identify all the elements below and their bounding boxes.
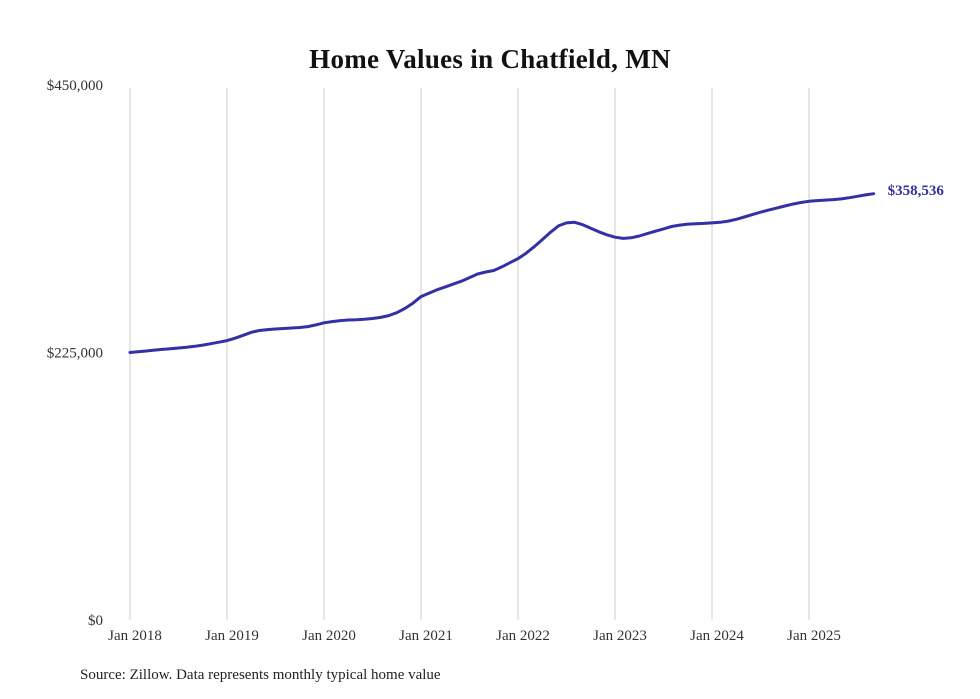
chart-title: Home Values in Chatfield, MN	[309, 44, 671, 75]
x-axis-tick-label: Jan 2024	[690, 628, 744, 644]
home-value-series-line	[128, 192, 876, 354]
x-axis-tick-label: Jan 2018	[108, 628, 162, 644]
x-axis-tick-label: Jan 2023	[593, 628, 647, 644]
y-axis-tick-label: $450,000	[47, 78, 103, 94]
x-axis-tick-label: Jan 2020	[302, 628, 356, 644]
y-axis-tick-label: $0	[88, 613, 103, 629]
y-axis-tick-label: $225,000	[47, 346, 103, 362]
x-axis-tick-label: Jan 2019	[205, 628, 259, 644]
x-axis-tick-label: Jan 2021	[399, 628, 453, 644]
x-axis-tick-label: Jan 2025	[787, 628, 841, 644]
source-note: Source: Zillow. Data represents monthly …	[80, 667, 441, 683]
latest-value-label: $358,536	[887, 182, 944, 199]
x-axis-tick-label: Jan 2022	[496, 628, 550, 644]
